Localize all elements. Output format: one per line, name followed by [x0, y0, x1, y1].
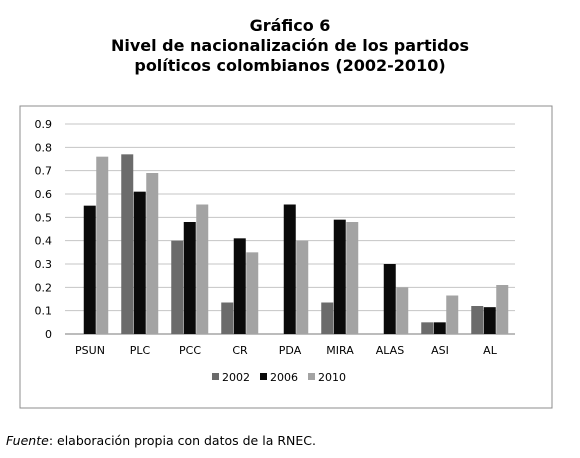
y-tick-label: 0.2 — [35, 281, 53, 294]
bar-alas-2006 — [383, 264, 396, 334]
footnote-source-label: Fuente — [6, 433, 49, 448]
legend-label-2002: 2002 — [222, 371, 250, 384]
bar-plc-2002 — [121, 154, 134, 334]
legend-label-2006: 2006 — [270, 371, 298, 384]
x-tick-label: CR — [232, 344, 248, 357]
bar-psun-2006 — [83, 205, 96, 334]
bar-cr-2002 — [221, 302, 234, 334]
bar-mira-2010 — [346, 222, 359, 334]
bar-asi-2010 — [446, 295, 459, 334]
y-tick-label: 0.8 — [35, 141, 53, 154]
bar-pcc-2006 — [183, 222, 196, 334]
legend-swatch-2002 — [212, 373, 219, 380]
legend-swatch-2006 — [260, 373, 267, 380]
footnote-text: : elaboración propia con datos de la RNE… — [48, 433, 316, 448]
bar-al-2006 — [483, 307, 496, 334]
bar-pda-2006 — [283, 204, 296, 334]
bar-psun-2010 — [96, 156, 109, 334]
bar-asi-2002 — [421, 322, 434, 334]
bar-pcc-2010 — [196, 204, 209, 334]
bar-mira-2002 — [321, 302, 334, 334]
bar-al-2002 — [471, 306, 484, 334]
x-tick-label: AL — [483, 344, 498, 357]
bar-al-2010 — [496, 285, 509, 334]
x-tick-label: PSUN — [75, 344, 105, 357]
bar-plc-2010 — [146, 173, 159, 334]
bar-pcc-2002 — [171, 240, 184, 334]
y-axis-ticks: 0 0.1 0.2 0.3 0.4 0.5 0.6 0.7 0.8 0.9 — [35, 118, 53, 341]
footnote: Fuente: elaboración propia con datos de … — [6, 433, 316, 448]
bar-plc-2006 — [133, 191, 146, 334]
chart-title-line-2: políticos colombianos (2002-2010) — [134, 56, 446, 75]
chart-label: Gráfico 6 — [249, 16, 331, 35]
chart-title-line-1: Nivel de nacionalización de los partidos — [110, 36, 470, 55]
x-tick-label: ASI — [431, 344, 449, 357]
y-tick-label: 0.3 — [35, 258, 53, 271]
bar-cr-2006 — [233, 238, 246, 334]
x-tick-label: MIRA — [326, 344, 354, 357]
bar-alas-2010 — [396, 287, 409, 334]
x-tick-label: PDA — [279, 344, 302, 357]
y-tick-label: 0.6 — [35, 188, 53, 201]
y-tick-label: 0 — [45, 328, 52, 341]
y-tick-label: 0.1 — [35, 305, 53, 318]
x-tick-label: ALAS — [376, 344, 404, 357]
x-tick-label: PCC — [179, 344, 201, 357]
bar-asi-2006 — [433, 322, 446, 334]
x-tick-label: PLC — [130, 344, 151, 357]
y-tick-label: 0.7 — [35, 165, 53, 178]
y-tick-label: 0.5 — [35, 211, 53, 224]
bars — [83, 154, 509, 334]
chart-frame — [19, 105, 553, 409]
y-tick-label: 0.4 — [35, 235, 53, 248]
bar-mira-2006 — [333, 219, 346, 334]
bar-pda-2010 — [296, 240, 309, 334]
legend-label-2010: 2010 — [318, 371, 346, 384]
legend: 2002 2006 2010 — [212, 371, 346, 384]
legend-swatch-2010 — [308, 373, 315, 380]
bar-cr-2010 — [246, 252, 259, 334]
x-axis-ticks: PSUN PLC PCC CR PDA MIRA ALAS ASI AL — [75, 344, 498, 357]
y-tick-label: 0.9 — [35, 118, 53, 131]
